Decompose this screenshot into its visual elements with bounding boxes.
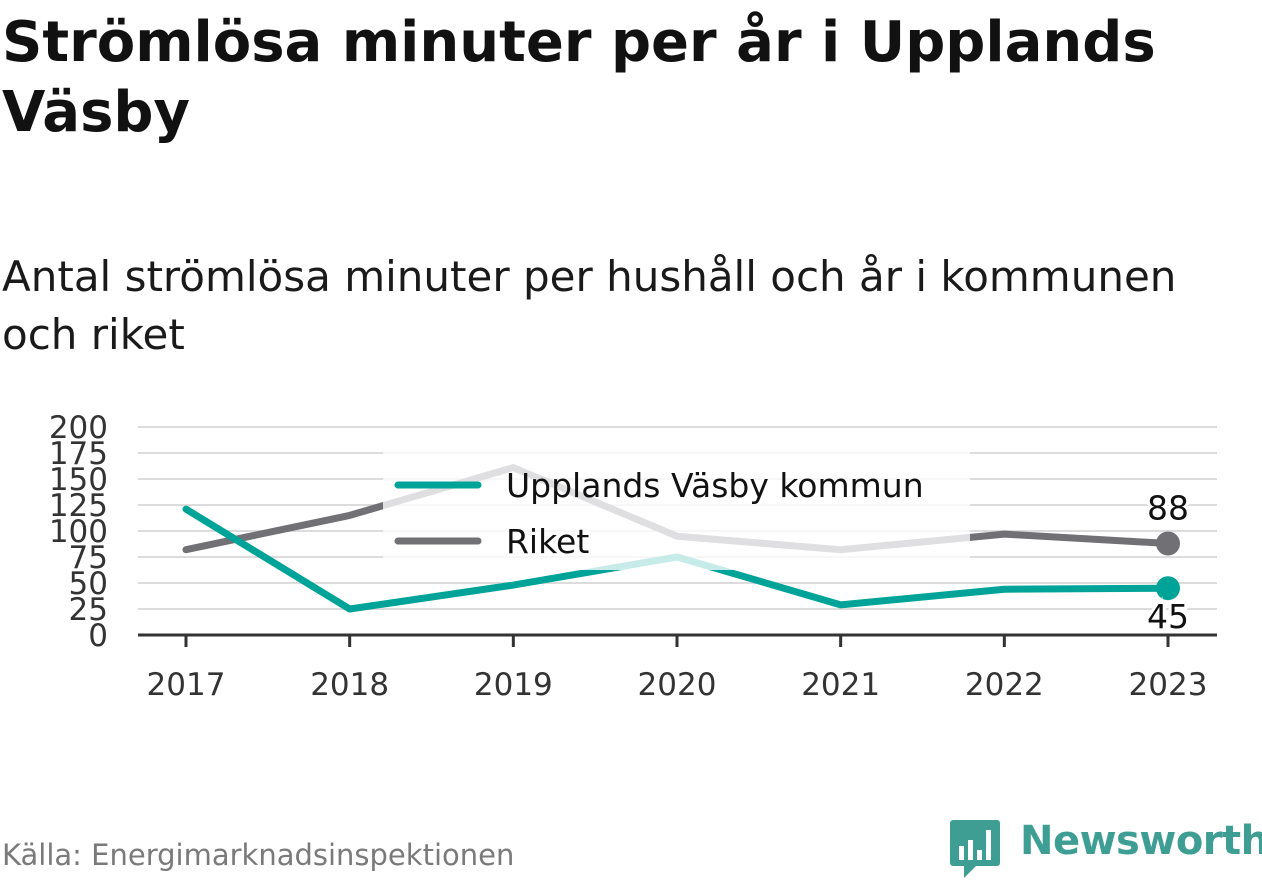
legend-background: [383, 450, 970, 570]
y-tick-label-75: 75: [69, 540, 108, 576]
x-tick-label-2022: 2022: [965, 667, 1044, 703]
y-tick-label-200: 200: [49, 410, 108, 446]
legend-label-riket: Riket: [506, 522, 589, 561]
end-label-kommun: 45: [1147, 597, 1189, 636]
x-axis-ticks: [184, 635, 1170, 647]
y-tick-label-100: 100: [49, 514, 108, 550]
chart-title: Strömlösa minuter per år i Upplands Väsb…: [2, 10, 1156, 145]
y-tick-label-150: 150: [49, 462, 108, 498]
newsworthy-chart-bubble-icon: [950, 820, 1000, 878]
data-point-riket-2023: [1156, 531, 1180, 556]
y-tick-label-25: 25: [69, 592, 108, 628]
y-tick-label-0: 0: [88, 618, 108, 654]
logo-text: Newsworthy: [1020, 818, 1262, 864]
x-tick-label-2021: 2021: [801, 667, 880, 703]
chart-subtitle: Antal strömlösa minuter per hushåll och …: [2, 252, 1177, 359]
y-tick-label-125: 125: [49, 488, 108, 524]
legend-label-kommun: Upplands Väsby kommun: [506, 466, 924, 505]
y-tick-label-175: 175: [49, 436, 108, 472]
x-tick-label-2020: 2020: [638, 667, 717, 703]
x-axis-labels: 2017 2018 2019 2020 2021 2022 2023: [147, 667, 1208, 703]
x-tick-label-2023: 2023: [1129, 667, 1208, 703]
y-tick-label-50: 50: [69, 566, 108, 602]
source-note: Källa: Energimarknadsinspektionen: [2, 838, 515, 872]
end-label-riket: 88: [1147, 488, 1189, 527]
x-tick-label-2019: 2019: [474, 667, 553, 703]
x-tick-label-2018: 2018: [310, 667, 389, 703]
data-point-kommun-2023: [1156, 576, 1180, 601]
end-labels: 45 88: [1144, 485, 1192, 639]
legend: Upplands Väsby kommun Riket: [383, 450, 970, 570]
x-tick-label-2017: 2017: [147, 667, 226, 703]
